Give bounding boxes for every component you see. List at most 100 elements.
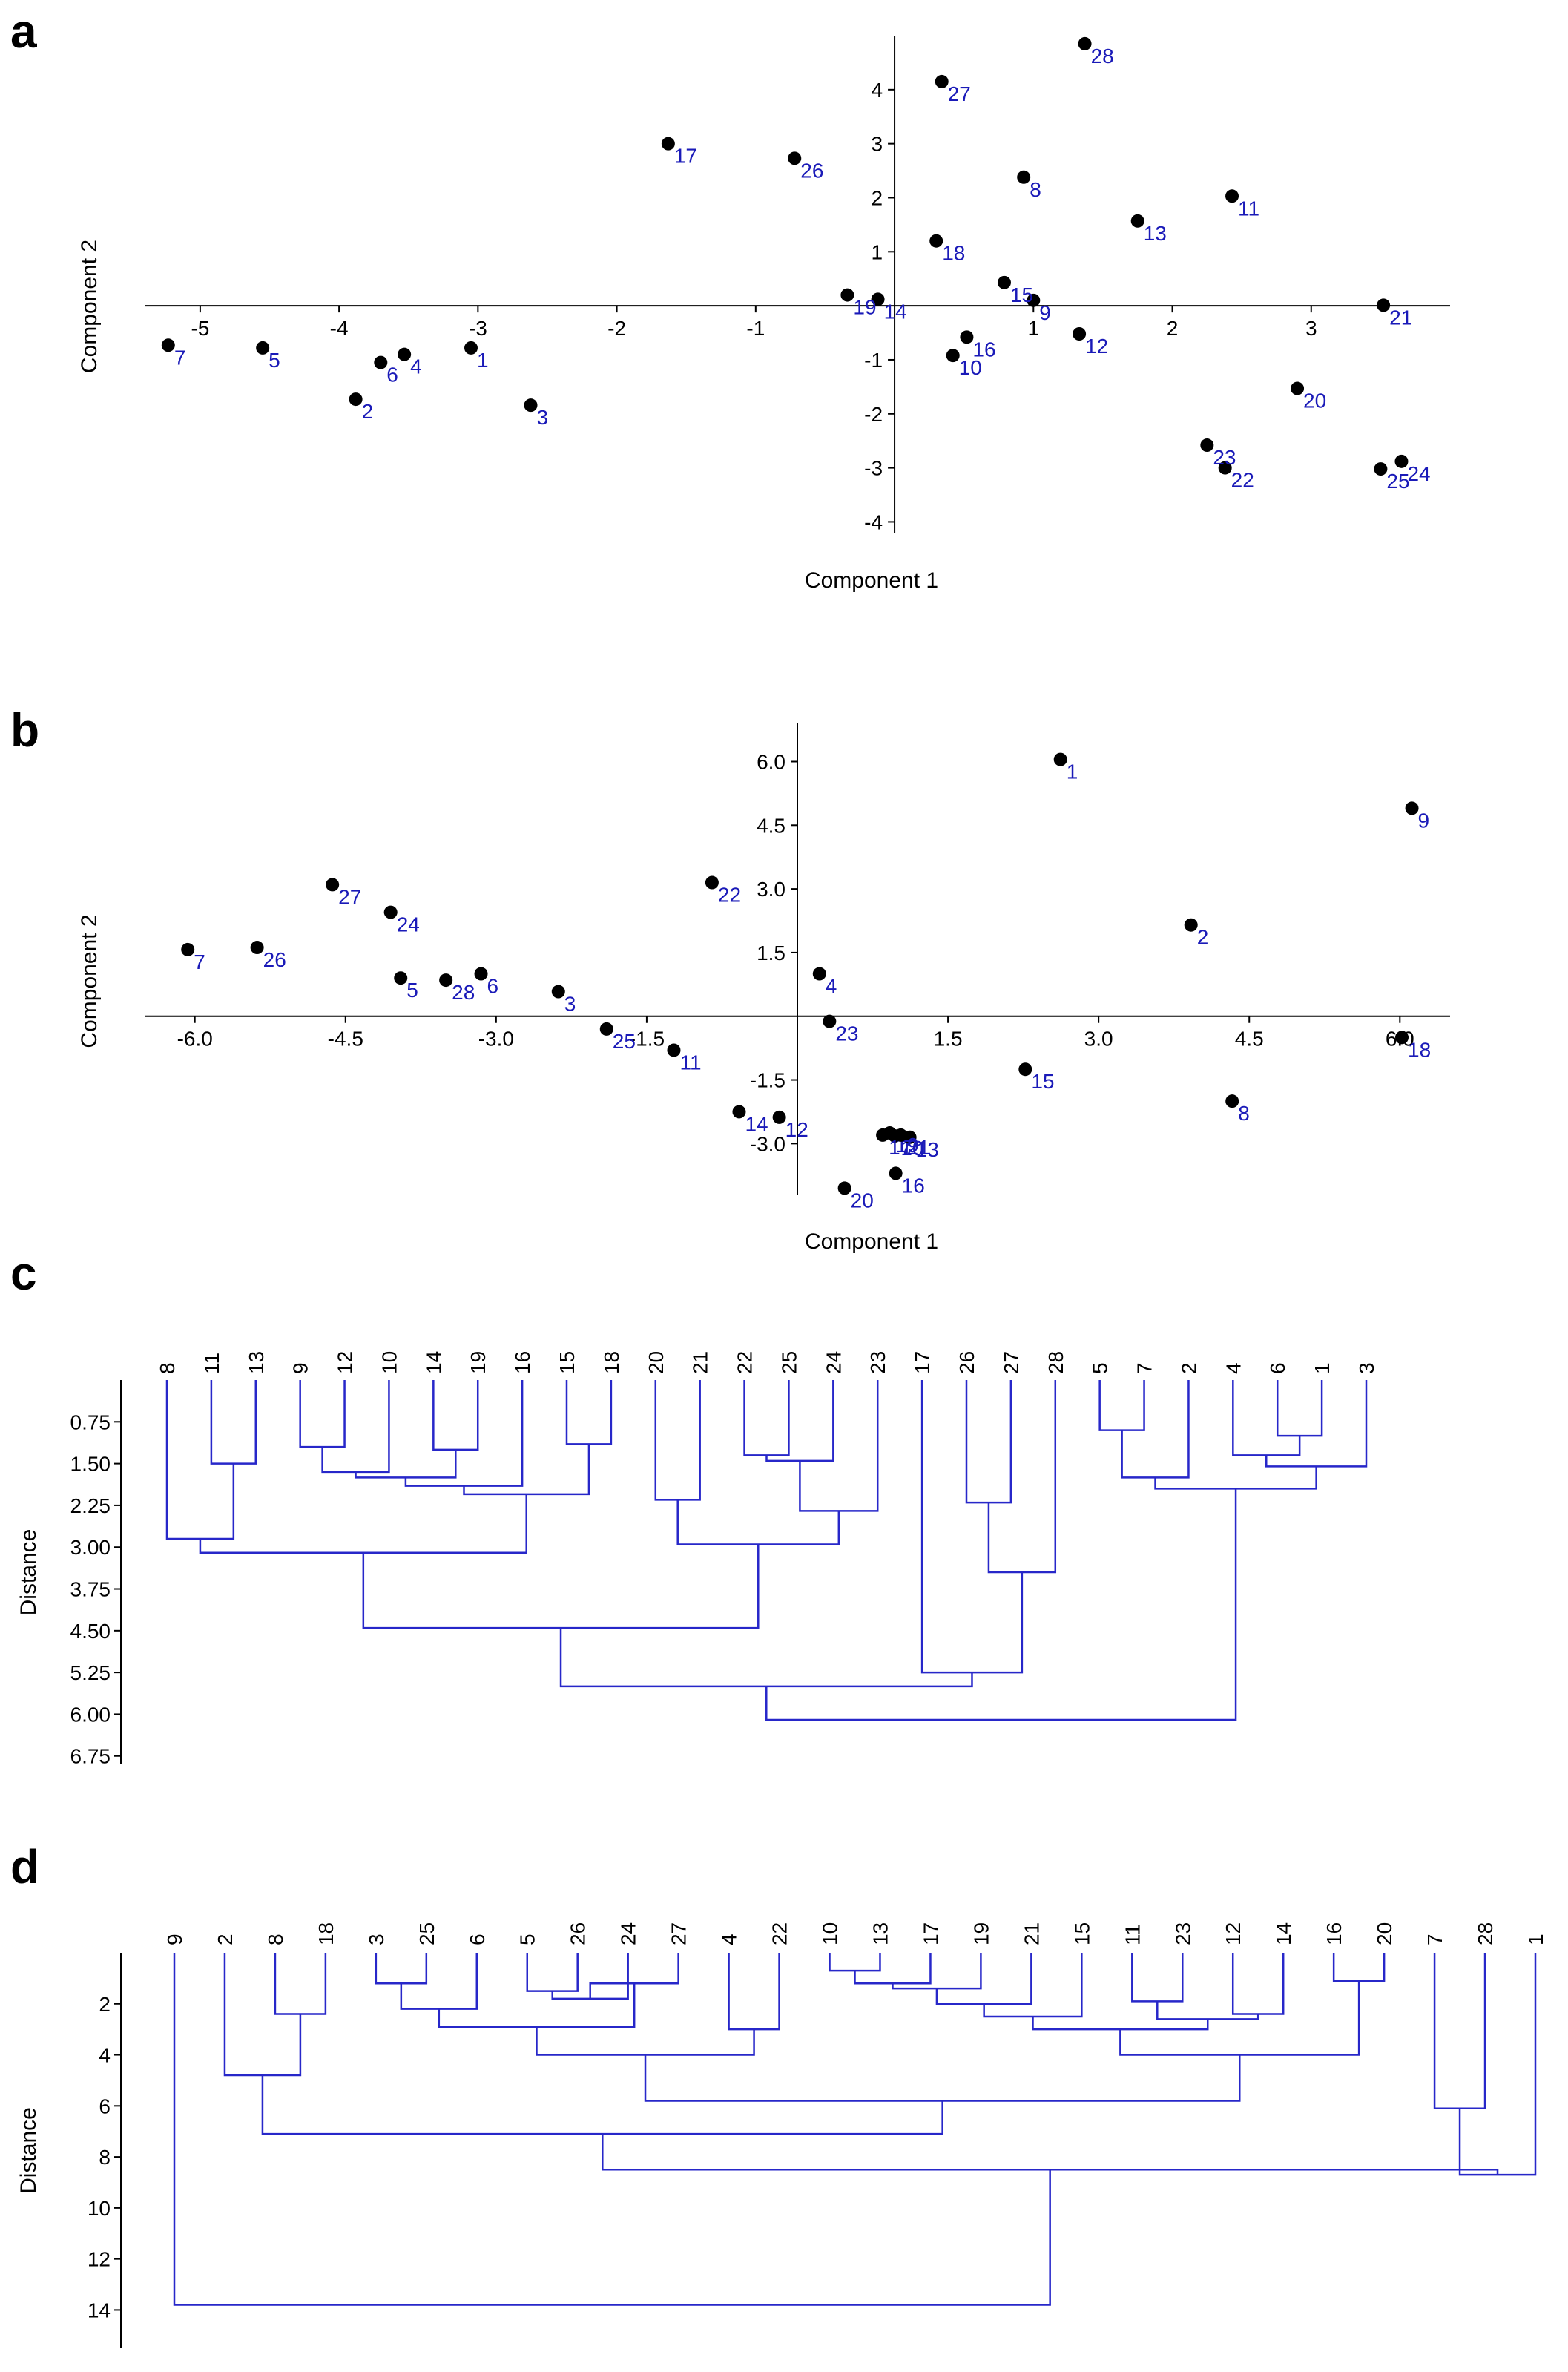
data-point xyxy=(661,137,675,151)
leaf-label: 26 xyxy=(567,1922,590,1945)
leaf-label: 12 xyxy=(334,1351,357,1374)
point-label: 4 xyxy=(410,355,422,378)
data-point xyxy=(812,967,826,981)
data-point xyxy=(1018,1062,1032,1077)
point-label: 26 xyxy=(263,948,286,971)
data-point xyxy=(374,355,388,369)
y-tick-label: 3.00 xyxy=(70,1536,111,1559)
data-point xyxy=(1225,189,1239,203)
leaf-label: 2 xyxy=(214,1934,237,1945)
x-tick-label: 1.5 xyxy=(934,1028,963,1051)
point-label: 27 xyxy=(948,82,971,105)
x-axis-title: Component 1 xyxy=(805,1229,938,1254)
point-label: 21 xyxy=(906,1136,929,1159)
leaf-label: 25 xyxy=(415,1922,438,1945)
data-point xyxy=(772,1110,786,1124)
data-point xyxy=(1200,438,1214,453)
leaf-label: 17 xyxy=(919,1922,942,1945)
point-label: 7 xyxy=(194,950,205,973)
data-point xyxy=(524,398,538,413)
leaf-label: 14 xyxy=(1272,1922,1295,1945)
leaf-label: 23 xyxy=(1171,1922,1194,1945)
leaf-label: 21 xyxy=(1020,1922,1043,1945)
x-tick-label: 3 xyxy=(1305,317,1317,340)
dendrogram-link xyxy=(1433,1953,1486,2110)
leaf-label: 1 xyxy=(1311,1362,1334,1374)
dendrogram-link xyxy=(438,1983,636,2028)
dendrogram-link xyxy=(362,1544,760,1629)
leaf-label: 9 xyxy=(163,1934,186,1945)
y-tick-label: 6.00 xyxy=(70,1703,111,1726)
leaf-label: 6 xyxy=(466,1934,489,1945)
y-tick-label: 4.5 xyxy=(757,814,785,837)
point-label: 13 xyxy=(1144,222,1167,245)
y-tick-label: 4.50 xyxy=(70,1620,111,1643)
y-tick-label: -2 xyxy=(864,403,883,426)
leaf-label: 7 xyxy=(1423,1934,1446,1945)
dendrogram-link xyxy=(1154,1466,1317,1490)
point-label: 17 xyxy=(674,145,697,168)
data-point xyxy=(1073,327,1087,341)
y-tick-label: 0.75 xyxy=(70,1410,111,1433)
leaf-label: 10 xyxy=(378,1351,401,1374)
leaf-label: 8 xyxy=(156,1362,179,1374)
point-label: 12 xyxy=(1085,335,1108,358)
dendrogram-link xyxy=(589,1953,679,1999)
point-label: 15 xyxy=(1031,1070,1054,1093)
dendrogram-link xyxy=(920,1380,1024,1674)
point-label: 19 xyxy=(853,296,876,319)
y-tick-label: 6.0 xyxy=(757,750,785,773)
point-label: 11 xyxy=(1238,197,1259,220)
y-tick-label: -1.5 xyxy=(750,1069,785,1092)
leaf-label: 16 xyxy=(511,1351,534,1374)
data-point xyxy=(1130,214,1144,228)
y-axis-title: Component 2 xyxy=(77,914,102,1048)
leaf-label: 8 xyxy=(264,1934,287,1945)
point-label: 6 xyxy=(386,364,398,387)
point-label: 1 xyxy=(477,349,489,372)
leaf-label: 13 xyxy=(869,1922,892,1945)
data-point xyxy=(1395,1031,1409,1045)
y-tick-label: 8 xyxy=(99,2146,111,2169)
point-label: 23 xyxy=(1213,446,1236,469)
point-label: 25 xyxy=(1386,470,1409,493)
leaf-label: 15 xyxy=(556,1351,579,1374)
leaf-label: 4 xyxy=(1222,1362,1245,1374)
leaf-label: 3 xyxy=(1355,1362,1378,1374)
leaf-label: 18 xyxy=(600,1351,623,1374)
point-label: 3 xyxy=(564,993,576,1016)
dendrogram-link xyxy=(400,1953,478,2010)
y-tick-label: 2 xyxy=(99,1993,111,2016)
data-point xyxy=(1374,462,1388,476)
leaf-label: 10 xyxy=(819,1922,842,1945)
leaf-label: 27 xyxy=(668,1922,691,1945)
leaf-label: 3 xyxy=(365,1934,388,1945)
dendrogram-link xyxy=(199,1494,527,1554)
point-label: 14 xyxy=(884,300,907,323)
point-label: 14 xyxy=(745,1112,768,1135)
dendrogram-link xyxy=(1265,1380,1368,1468)
y-tick-label: 5.25 xyxy=(70,1661,111,1684)
point-label: 18 xyxy=(942,242,965,265)
y-axis-title: Distance xyxy=(16,1529,41,1616)
leaf-label: 27 xyxy=(1000,1351,1023,1374)
y-tick-label: -1 xyxy=(864,349,883,372)
data-point xyxy=(383,905,398,919)
x-tick-label: -5 xyxy=(191,317,209,340)
point-label: 8 xyxy=(1238,1102,1250,1125)
leaf-label: 15 xyxy=(1070,1922,1093,1945)
point-label: 13 xyxy=(916,1138,939,1161)
point-label: 27 xyxy=(338,885,361,908)
dendrogram-link xyxy=(432,1380,479,1451)
data-point xyxy=(894,1128,908,1142)
dendrogram-link xyxy=(676,1499,840,1545)
point-label: 5 xyxy=(269,349,280,372)
point-label: 24 xyxy=(397,913,420,936)
data-point xyxy=(840,288,854,302)
y-tick-label: 1 xyxy=(871,240,883,263)
dendrogram-link xyxy=(173,1953,1051,2306)
dendrogram-link xyxy=(854,1953,932,1985)
point-label: 6 xyxy=(487,975,499,998)
point-label: 9 xyxy=(1418,809,1430,832)
